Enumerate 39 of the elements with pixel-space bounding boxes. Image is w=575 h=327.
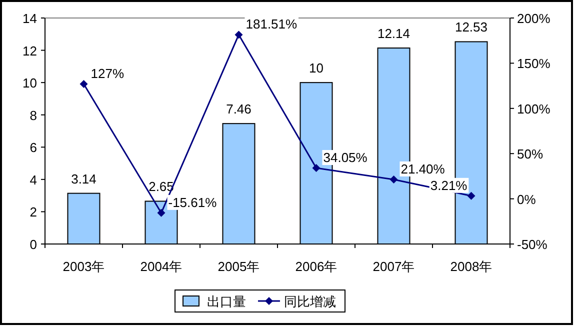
y2-tick-label: 200%	[517, 11, 551, 26]
point	[157, 208, 166, 217]
data-label: 7.46	[226, 102, 252, 117]
x-tick-label: 2008年	[450, 259, 492, 274]
y2-tick-label: -50%	[517, 237, 548, 252]
y-tick-label: 0	[30, 237, 37, 252]
x-tick-label: 2005年	[218, 259, 260, 274]
y-tick-label: 2	[30, 204, 37, 220]
data-label: 3.21%	[430, 178, 468, 193]
point	[390, 175, 398, 184]
data-label: 181.51%	[246, 16, 298, 32]
data-label: 12.53	[454, 20, 488, 35]
y2-tick-label: 100%	[517, 101, 551, 116]
y-tick-label: 14	[22, 11, 37, 26]
x-tick-label: 2006年	[295, 259, 338, 274]
x-tick-label: 2003年	[62, 259, 105, 274]
point	[467, 192, 476, 200]
y-tick-label: 10	[22, 76, 37, 91]
point	[234, 30, 243, 39]
y-tick-label: 8	[30, 108, 37, 123]
data-label: -15.61%	[168, 194, 218, 210]
point	[312, 164, 320, 172]
x-tick-label: 2007年	[372, 259, 415, 274]
legend-label: 同比增减	[284, 294, 336, 309]
data-label: 21.40%	[400, 161, 446, 176]
data-label: 12.14	[377, 26, 410, 42]
data-label: 10	[309, 60, 324, 76]
data-label: 127%	[90, 66, 124, 81]
y2-tick-label: 50%	[517, 146, 544, 162]
x-tick-label: 2004年	[140, 259, 182, 274]
y2-tick-label: 0%	[517, 192, 536, 207]
data-label: 34.05%	[323, 150, 368, 166]
legend-label: 出口量	[207, 294, 246, 309]
y-tick-label: 12	[22, 43, 37, 58]
y-tick-label: 6	[30, 140, 37, 156]
point	[80, 80, 88, 88]
data-label: 3.14	[71, 171, 96, 186]
y-tick-label: 4	[30, 172, 37, 188]
y2-tick-label: 150%	[517, 56, 551, 72]
